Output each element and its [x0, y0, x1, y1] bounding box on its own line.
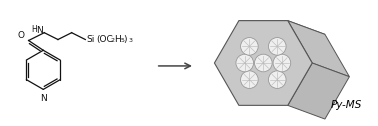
Text: 2: 2: [110, 39, 114, 43]
Text: ): ): [124, 35, 127, 44]
Polygon shape: [288, 21, 349, 77]
Polygon shape: [288, 63, 349, 119]
Text: H: H: [32, 25, 37, 34]
Circle shape: [268, 71, 286, 88]
Circle shape: [236, 54, 254, 72]
Polygon shape: [239, 21, 325, 34]
Text: H: H: [114, 35, 121, 44]
Text: Si: Si: [86, 35, 95, 44]
Circle shape: [240, 38, 258, 55]
Circle shape: [254, 54, 272, 72]
Text: (OC: (OC: [96, 35, 113, 44]
Circle shape: [273, 54, 291, 72]
Circle shape: [240, 71, 258, 88]
Text: 3: 3: [129, 39, 132, 43]
Polygon shape: [214, 21, 312, 105]
Circle shape: [268, 38, 286, 55]
Text: N: N: [36, 26, 43, 35]
Text: N: N: [40, 94, 46, 103]
Text: Py-MS: Py-MS: [331, 100, 362, 110]
Text: 5: 5: [121, 39, 124, 43]
Text: O: O: [18, 30, 25, 40]
